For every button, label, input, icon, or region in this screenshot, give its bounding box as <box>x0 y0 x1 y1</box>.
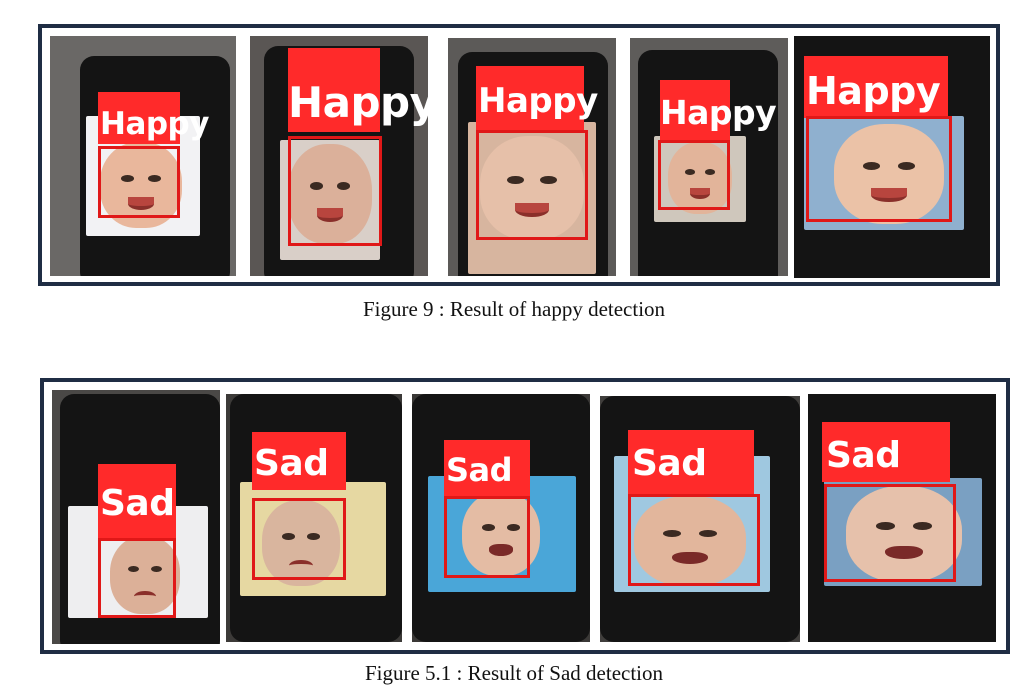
baby-face <box>110 536 180 614</box>
happy-result-image-4: Happy <box>630 38 788 276</box>
baby-face <box>634 496 746 586</box>
baby-face <box>668 142 732 214</box>
emotion-label: Happy <box>288 78 428 127</box>
face-detection-box <box>806 116 952 222</box>
emotion-label: Sad <box>826 435 901 476</box>
happy-detection-figure: Happy Happy Happy <box>38 24 1000 286</box>
sad-result-image-1: Sad <box>52 390 220 644</box>
emotion-label: Happy <box>100 106 209 142</box>
face-detection-box <box>252 498 346 580</box>
emotion-label-box <box>476 66 584 130</box>
happy-result-image-1: Happy <box>50 36 236 276</box>
face-detection-box <box>98 146 180 218</box>
sad-detection-figure: Sad Sad Sad Sa <box>40 378 1010 654</box>
face-detection-box <box>98 538 176 618</box>
figure-caption: Figure 5.1 : Result of Sad detection <box>364 661 664 685</box>
emotion-label-box <box>288 48 380 132</box>
emotion-label-box <box>822 422 950 482</box>
baby-face <box>834 124 944 224</box>
emotion-label-box <box>98 464 176 538</box>
emotion-label-box <box>628 430 754 494</box>
happy-result-image-5: Happy <box>794 36 990 278</box>
face-detection-box <box>658 140 730 210</box>
happy-result-image-3: Happy <box>448 38 616 276</box>
sad-result-image-5: Sad <box>808 394 996 642</box>
phone-screen <box>824 478 982 586</box>
baby-face <box>100 142 182 228</box>
emotion-label-box <box>252 432 346 490</box>
face-detection-box <box>444 496 530 578</box>
emotion-label: Happy <box>478 81 598 121</box>
happy-result-image-2: Happy <box>250 36 428 276</box>
face-detection-box <box>476 130 588 240</box>
emotion-label-box <box>660 80 730 140</box>
sad-result-image-4: Sad <box>600 396 800 642</box>
phone-screen <box>468 122 596 274</box>
phone-screen <box>280 140 380 260</box>
emotion-label: Happy <box>806 69 941 113</box>
baby-face <box>480 136 584 240</box>
emotion-label: Sad <box>254 443 329 484</box>
emotion-label: Happy <box>660 93 777 132</box>
emotion-label-box <box>98 92 180 144</box>
emotion-label-box <box>804 56 948 118</box>
emotion-label-box <box>444 440 530 496</box>
emotion-label: Sad <box>100 483 175 524</box>
sad-result-image-2: Sad <box>226 394 402 642</box>
phone-screen <box>804 116 964 230</box>
emotion-label: Sad <box>632 443 707 484</box>
baby-face <box>262 500 340 586</box>
face-detection-box <box>288 136 382 246</box>
baby-face <box>846 486 962 582</box>
figure-caption: Figure 9 : Result of happy detection <box>362 297 666 321</box>
baby-face <box>288 144 372 244</box>
face-detection-box <box>824 484 956 582</box>
emotion-label: Sad <box>446 451 513 489</box>
face-detection-box <box>628 494 760 586</box>
sad-result-image-3: Sad <box>412 394 590 642</box>
